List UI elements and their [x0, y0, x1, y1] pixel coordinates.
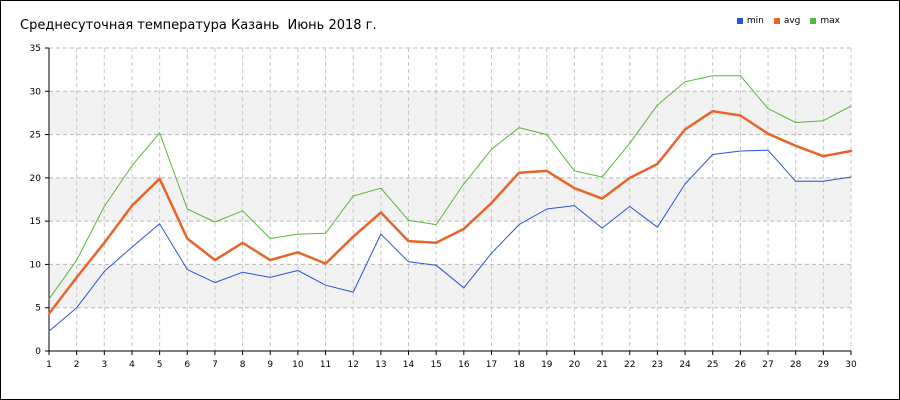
x-tick-label: 12 [347, 360, 358, 370]
chart-band [49, 264, 851, 308]
x-tick-label: 8 [240, 360, 246, 370]
x-tick-label: 28 [790, 360, 802, 370]
x-tick-label: 20 [569, 360, 581, 370]
series-line-avg [47, 109, 853, 316]
legend-item-max: max [810, 16, 840, 26]
x-tick-label: 21 [596, 360, 607, 370]
x-tick-label: 15 [430, 360, 441, 370]
x-tick-label: 26 [735, 360, 747, 370]
legend-label-max: max [820, 16, 840, 26]
x-tick-label: 6 [184, 360, 190, 370]
chart-band [49, 177, 851, 222]
x-tick-label: 23 [652, 360, 663, 370]
x-tick-label: 16 [458, 360, 470, 370]
series-line-min [48, 149, 852, 332]
x-tick-label: 18 [513, 360, 525, 370]
x-tick-label: 9 [267, 360, 273, 370]
x-tick-label: 22 [624, 360, 635, 370]
x-tick-label: 2 [74, 360, 80, 370]
x-tick-label: 11 [320, 360, 331, 370]
x-tick-label: 30 [845, 360, 857, 370]
y-tick-label: 30 [30, 87, 42, 97]
legend-item-min: min [736, 16, 764, 26]
legend-swatch-max [810, 18, 817, 24]
chart-legend: min avg max [736, 16, 840, 26]
y-tick-label: 0 [35, 347, 41, 357]
x-tick-label: 27 [762, 360, 773, 370]
legend-label-avg: avg [783, 16, 801, 26]
y-tick-label: 15 [30, 217, 41, 227]
y-tick-label: 25 [30, 131, 41, 141]
x-tick-label: 13 [375, 360, 386, 370]
x-tick-label: 10 [292, 360, 304, 370]
legend-item-avg: avg [773, 16, 801, 26]
y-tick-label: 5 [35, 304, 41, 314]
x-tick-label: 1 [46, 360, 52, 370]
series-line-max [48, 75, 852, 300]
y-tick-label: 35 [30, 44, 41, 54]
y-tick-label: 10 [30, 260, 42, 270]
x-tick-label: 7 [212, 360, 218, 370]
x-tick-label: 24 [679, 360, 691, 370]
x-tick-label: 17 [486, 360, 497, 370]
legend-swatch-avg [773, 18, 780, 24]
legend-label-min: min [746, 16, 764, 26]
x-tick-label: 3 [101, 360, 107, 370]
chart-title: Среднесуточная температура Казань Июнь 2… [20, 18, 377, 33]
x-tick-label: 29 [818, 360, 830, 370]
x-tick-label: 25 [707, 360, 718, 370]
y-tick-label: 20 [30, 174, 42, 184]
x-tick-label: 14 [403, 360, 415, 370]
x-tick-label: 4 [129, 360, 135, 370]
x-tick-label: 5 [157, 360, 163, 370]
x-tick-label: 19 [541, 360, 553, 370]
legend-swatch-min [736, 18, 743, 24]
